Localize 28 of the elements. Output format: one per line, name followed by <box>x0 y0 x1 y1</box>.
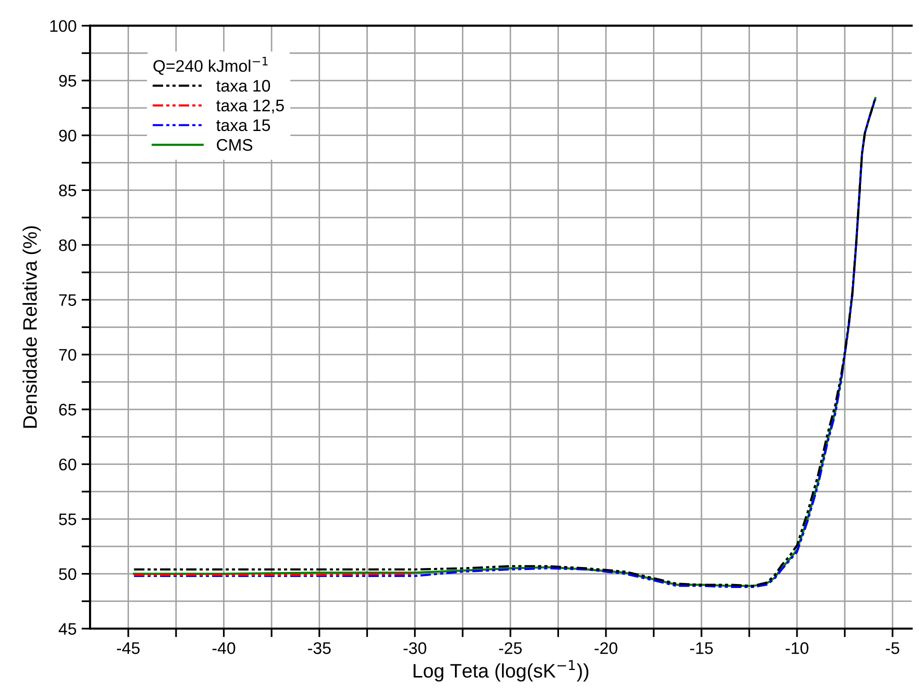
legend-label: CMS <box>216 139 252 151</box>
x-tick-label: -15 <box>690 642 713 654</box>
legend-label: taxa 10 <box>216 80 270 92</box>
x-tick-label: -20 <box>594 642 618 654</box>
y-tick-label: 45 <box>58 623 76 635</box>
y-tick-label: 100 <box>50 20 76 32</box>
x-tick-label: -10 <box>786 642 808 654</box>
legend-label: taxa 15 <box>216 119 270 132</box>
y-tick-label: 75 <box>59 294 76 306</box>
y-tick-label: 65 <box>59 404 76 416</box>
y-tick-label: 60 <box>59 458 76 470</box>
x-tick-label: -5 <box>886 642 900 654</box>
x-tick-label: -45 <box>116 642 140 654</box>
legend-label: taxa 12,5 <box>216 100 284 114</box>
y-axis-title: Densidade Relativa (%) <box>22 226 41 428</box>
y-tick-label: 85 <box>59 184 76 196</box>
x-tick-label: -40 <box>212 642 236 654</box>
x-tick-label: -35 <box>308 642 331 654</box>
y-tick-label: 95 <box>59 74 76 87</box>
y-tick-label: 50 <box>59 568 76 580</box>
legend-title: Q=240 kJmol$^{−1}$ <box>153 56 268 75</box>
y-tick-label: 80 <box>59 239 76 252</box>
y-tick-label: 90 <box>59 130 76 142</box>
y-tick-label: 55 <box>59 514 76 526</box>
x-tick-label: -25 <box>499 642 522 654</box>
x-tick-label: -30 <box>404 642 426 654</box>
y-tick-label: 70 <box>59 348 76 361</box>
x-axis-title: Log Teta (log(sK$^{−1}$)) <box>414 660 588 682</box>
